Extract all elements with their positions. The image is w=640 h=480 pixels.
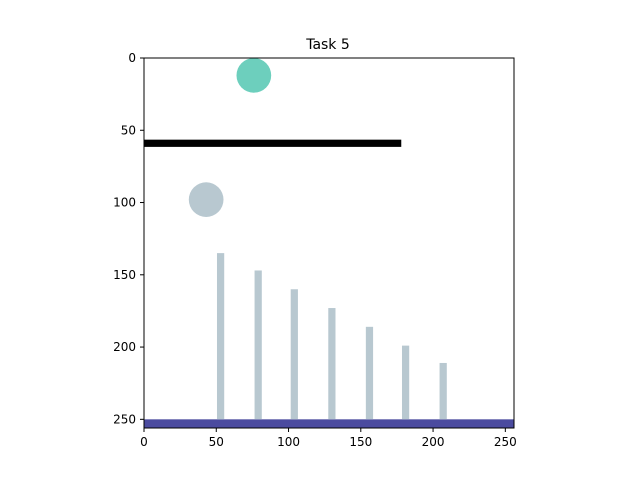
black-bar — [144, 139, 402, 147]
y-tick-label-150: 150 — [113, 268, 136, 282]
x-tick-label-50: 50 — [209, 435, 224, 449]
x-tick-label-0: 0 — [140, 435, 148, 449]
y-tick-label-0: 0 — [128, 51, 136, 65]
y-tick-label-100: 100 — [113, 196, 136, 210]
y-tick-label-200: 200 — [113, 340, 136, 354]
post-5 — [365, 326, 374, 420]
green-ball — [236, 58, 272, 93]
plot-area: 0 50 100 150 200 250 0 50 100 150 200 250 — [113, 51, 517, 449]
post-2 — [254, 270, 262, 420]
ground — [144, 419, 514, 428]
post-1 — [216, 253, 225, 420]
axes-frame — [143, 57, 515, 429]
post-6 — [401, 345, 410, 420]
y-tick-label-250: 250 — [113, 412, 136, 426]
y-tick-label-50: 50 — [121, 123, 136, 137]
post-7 — [439, 362, 447, 420]
x-tick-label-100: 100 — [277, 435, 300, 449]
x-tick-label-200: 200 — [422, 435, 445, 449]
post-3 — [290, 289, 298, 420]
x-tick-label-150: 150 — [349, 435, 372, 449]
post-4 — [328, 308, 336, 420]
figure-title: Task 5 — [305, 37, 350, 53]
grey-ball — [188, 182, 224, 217]
x-tick-label-250: 250 — [494, 435, 517, 449]
